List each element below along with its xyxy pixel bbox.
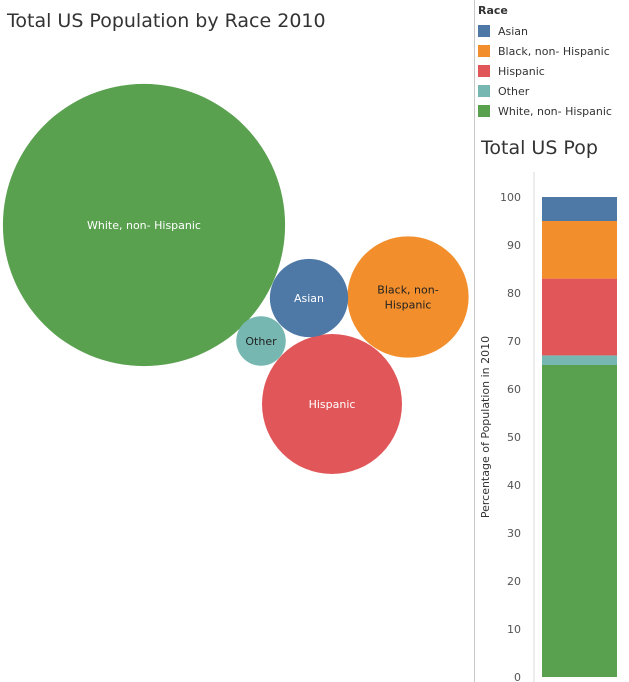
legend-item-white[interactable]: White, non- Hispanic: [478, 101, 612, 121]
y-tick-label: 40: [507, 479, 521, 492]
legend-label: Hispanic: [498, 64, 545, 78]
bubble-white-non-hispanic[interactable]: [2, 83, 286, 367]
y-tick-label: 90: [507, 239, 521, 252]
y-tick-label: 10: [507, 623, 521, 636]
legend-label: Black, non- Hispanic: [498, 44, 610, 58]
bubble-label-black-non-hispanic: Hispanic: [385, 299, 432, 312]
bar-segment-black-non-hispanic[interactable]: [542, 221, 617, 279]
y-tick-label: 70: [507, 335, 521, 348]
legend-item-black[interactable]: Black, non- Hispanic: [478, 41, 612, 61]
bubble-label-white-non-hispanic: White, non- Hispanic: [87, 219, 201, 232]
bubble-other[interactable]: [236, 316, 286, 366]
bubble-label-hispanic: Hispanic: [309, 398, 356, 411]
legend-label: White, non- Hispanic: [498, 104, 612, 118]
right-panel: Race Asian Black, non- Hispanic Hispanic…: [475, 0, 629, 682]
bubble-label-asian: Asian: [294, 292, 324, 305]
bubble-label-other: Other: [245, 335, 277, 348]
y-tick-label: 20: [507, 575, 521, 588]
stacked-bar-chart: 0 10 20 30 40 50 60 70 80 90 100 Percentage of Popu…: [479, 172, 617, 682]
legend-swatch: [478, 25, 490, 37]
bar-segment-other[interactable]: [542, 355, 617, 365]
y-tick-label: 100: [500, 191, 521, 204]
bubble-chart-panel: Total US Population by Race 2010 White, …: [2, 10, 469, 474]
bar-segment-hispanic[interactable]: [542, 278, 617, 356]
legend-item-hispanic[interactable]: Hispanic: [478, 61, 612, 81]
legend-label: Other: [498, 84, 530, 98]
bubble-chart: White, non- Hispanic Black, non- Hispanic H…: [2, 83, 469, 474]
bar-segment-white-non-hispanic[interactable]: [542, 365, 617, 677]
y-axis-label: Percentage of Population in 2010: [479, 336, 492, 518]
y-tick-label: 60: [507, 383, 521, 396]
bubble-hispanic[interactable]: [262, 334, 402, 474]
legend-swatch: [478, 105, 490, 117]
legend-swatch: [478, 45, 490, 57]
panel-divider: [474, 0, 475, 682]
bubble-chart-title: Total US Population by Race 2010: [7, 10, 326, 32]
y-tick-label: 80: [507, 287, 521, 300]
bubble-black-non-hispanic[interactable]: [347, 236, 469, 358]
legend-title: Race: [478, 4, 508, 17]
y-tick-label: 30: [507, 527, 521, 540]
y-tick-label: 50: [507, 431, 521, 444]
legend-swatch: [478, 85, 490, 97]
legend: Race Asian Black, non- Hispanic Hispanic…: [478, 4, 612, 121]
bar-chart-title: Total US Pop: [481, 137, 598, 159]
bubble-label-black-non-hispanic: Black, non-: [377, 284, 438, 297]
legend-label: Asian: [498, 24, 529, 38]
bar-segment-asian[interactable]: [542, 197, 617, 221]
legend-swatch: [478, 65, 490, 77]
bubble-asian[interactable]: [269, 258, 349, 338]
legend-item-other[interactable]: Other: [478, 81, 612, 101]
legend-item-asian[interactable]: Asian: [478, 21, 612, 41]
y-tick-label: 0: [514, 671, 521, 682]
